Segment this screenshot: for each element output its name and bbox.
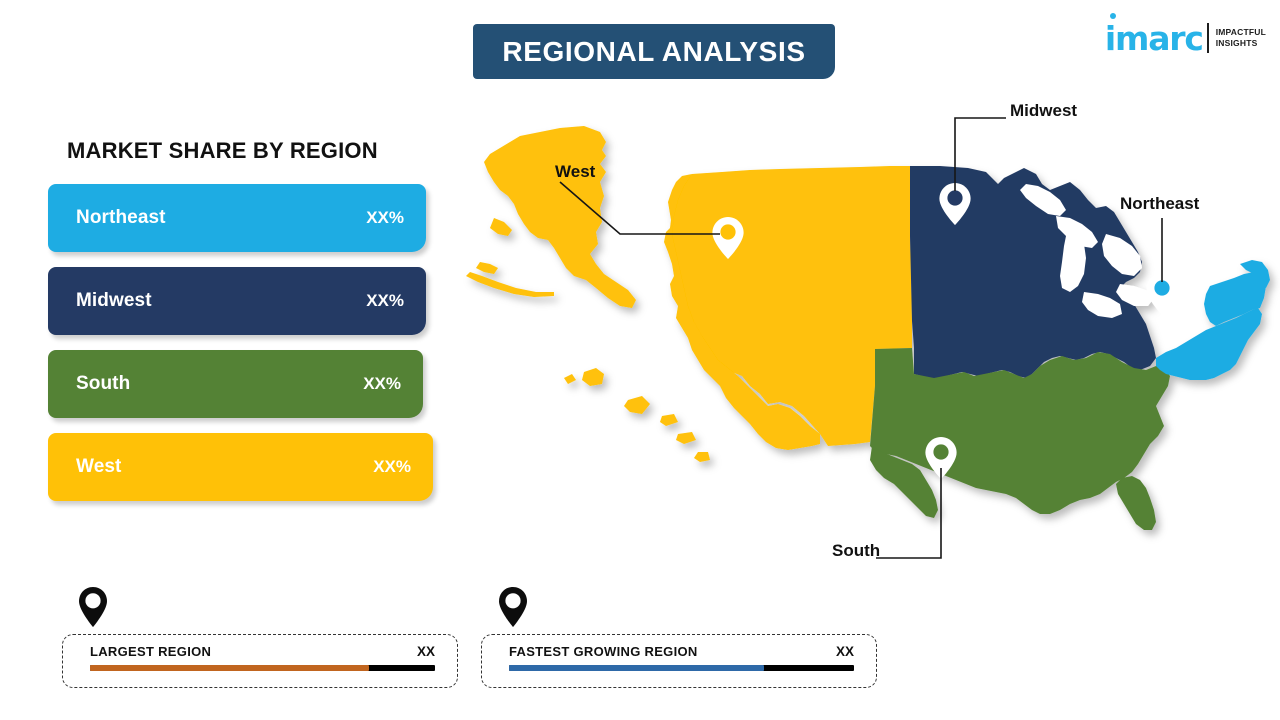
logo-wordmark: imarc [1104,12,1204,58]
largest-region-progress-fill [90,665,370,671]
map-pin-midwest[interactable] [939,183,971,225]
map-inset-hawaii [582,368,604,386]
us-regional-map: West Midwest Northeast South [420,86,1280,586]
logo-dot-icon [1109,12,1116,19]
leader-line-south [876,468,942,559]
page-title-banner: REGIONAL ANALYSIS [473,24,835,79]
region-bar-label: Northeast [76,207,166,228]
map-great-lakes [1020,184,1154,318]
fastest-growing-region-progress-track [509,665,854,671]
largest-region-value: XX [416,644,435,659]
map-pin-west[interactable] [712,217,744,259]
page-title: REGIONAL ANALYSIS [502,35,806,67]
logo-divider [1206,23,1209,53]
region-bar-label: Midwest [76,290,152,311]
leader-line-west [559,181,720,235]
region-bar-list: Northeast XX% Midwest XX% South XX% West… [48,184,443,516]
map-pin-northeast[interactable] [1146,273,1178,315]
imarc-logo: imarc IMPACTFUL INSIGHTS [1104,12,1266,60]
map-pins [712,183,1178,479]
market-share-heading: MARKET SHARE BY REGION [67,138,378,163]
fastest-growing-region-label: FASTEST GROWING REGION [509,644,698,659]
logo-wordmark-text: imarc [1104,18,1204,58]
fastest-growing-region-value: XX [835,644,854,659]
fastest-growing-region-progress-fill [509,665,765,671]
region-bar-northeast[interactable]: Northeast XX% [48,184,426,252]
map-pin-south[interactable] [925,437,957,479]
region-bar-west[interactable]: West XX% [48,433,433,501]
fastest-growing-region-pin-icon [496,585,530,629]
map-callout-west: West [555,162,596,181]
region-bar-value: XX% [373,457,411,476]
map-callout-midwest: Midwest [1010,101,1078,120]
map-region-northeast[interactable] [1156,260,1270,380]
logo-tagline-line2: INSIGHTS [1215,38,1258,48]
region-bar-label: West [76,456,122,477]
region-bar-value: XX% [366,208,404,227]
map-region-midwest[interactable] [910,166,1156,378]
region-bar-value: XX% [363,374,401,393]
region-bar-label: South [76,373,131,394]
largest-region-progress-track [90,665,435,671]
region-bar-south[interactable]: South XX% [48,350,423,418]
logo-tagline-line1: IMPACTFUL [1215,26,1266,37]
fastest-growing-region-stat-box: FASTEST GROWING REGION XX [481,634,877,688]
largest-region-pin-icon [76,585,110,629]
map-inset-alaska [484,126,636,308]
logo-tagline: IMPACTFUL INSIGHTS [1216,27,1266,50]
largest-region-label: LARGEST REGION [90,644,212,659]
map-callout-northeast: Northeast [1120,194,1200,213]
leader-line-midwest [954,117,1006,191]
map-callout-south: South [832,541,881,560]
largest-region-stat-box: LARGEST REGION XX [62,634,458,688]
map-leader-lines [559,117,1163,559]
region-bar-value: XX% [366,291,404,310]
region-bar-midwest[interactable]: Midwest XX% [48,267,426,335]
map-region-west[interactable] [466,126,912,462]
